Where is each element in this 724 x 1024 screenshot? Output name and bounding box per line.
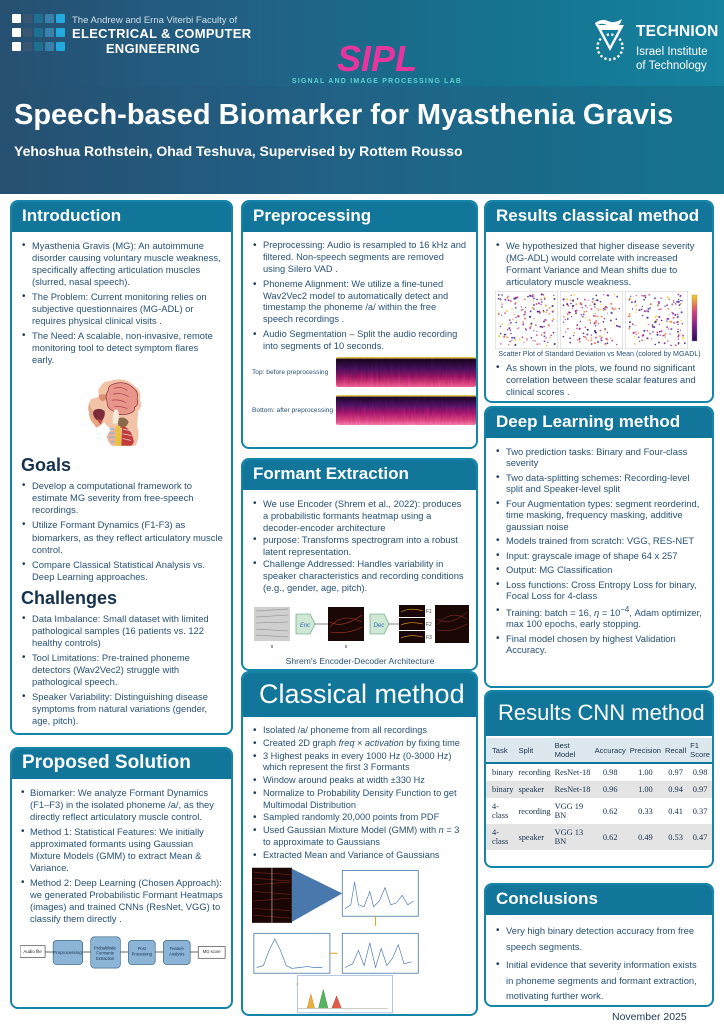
svg-text:Processing: Processing [132, 952, 153, 957]
svg-text:Probabilistic: Probabilistic [94, 946, 116, 951]
svg-text:Dec: Dec [374, 623, 385, 629]
svg-text:F3: F3 [426, 635, 432, 641]
svg-text:Analysis: Analysis [169, 952, 184, 957]
svg-text:F2: F2 [426, 622, 432, 628]
svg-text:Formants: Formants [96, 951, 113, 956]
svg-text:Preprocessing: Preprocessing [53, 950, 82, 955]
svg-text:Feature: Feature [170, 947, 185, 952]
svg-text:s: s [271, 644, 274, 650]
svg-text:Post: Post [138, 947, 147, 952]
svg-text:Extraction: Extraction [96, 956, 115, 961]
svg-text:Audio file: Audio file [23, 949, 42, 954]
svg-text:s: s [345, 644, 348, 650]
svg-text:Enc: Enc [300, 623, 310, 629]
svg-text:F1: F1 [426, 609, 432, 615]
svg-text:MG score: MG score [203, 949, 222, 954]
